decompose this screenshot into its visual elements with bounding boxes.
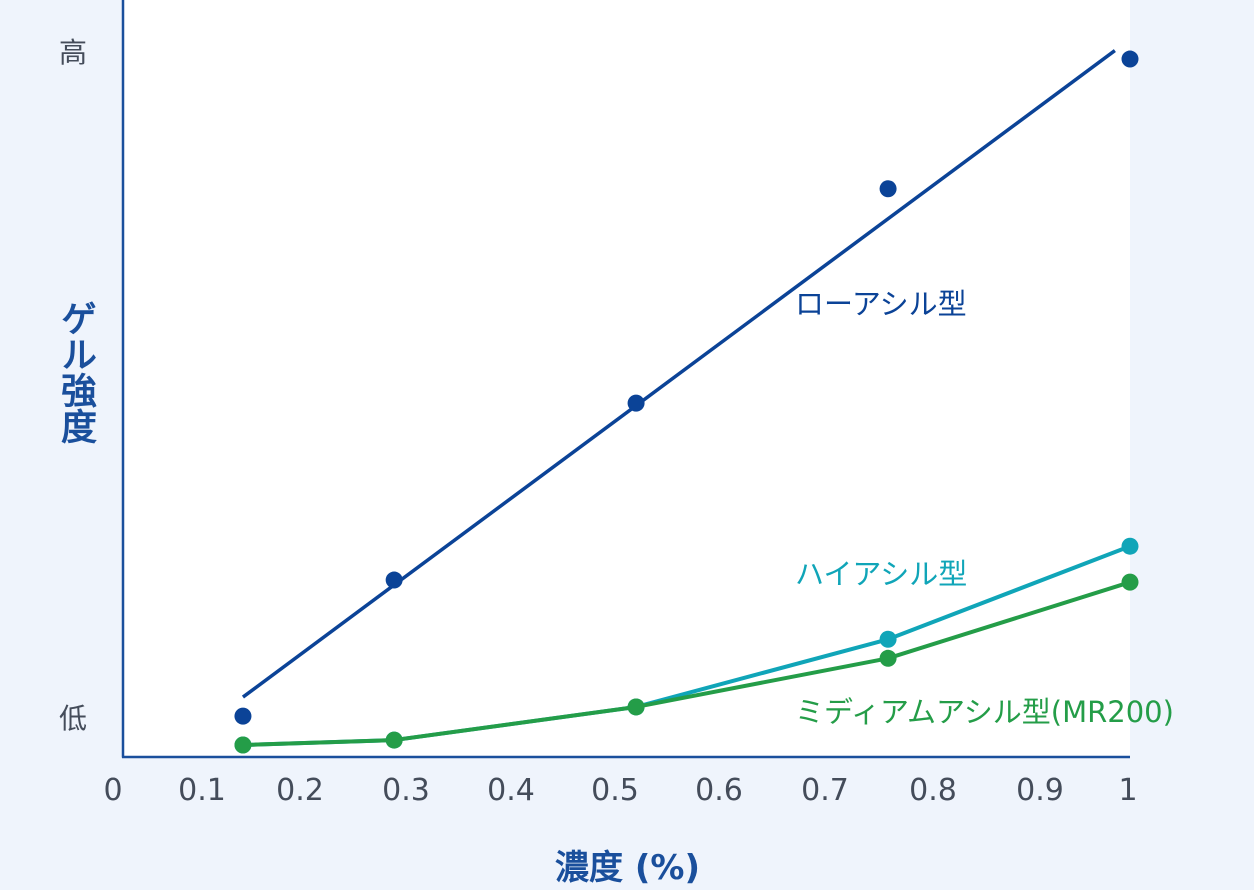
series-0	[234, 49, 1139, 725]
x-tick-label: 0	[103, 773, 122, 808]
series-label: ハイアシル型	[795, 557, 967, 591]
data-point	[627, 394, 645, 412]
data-point	[879, 180, 897, 198]
x-axis-title: 濃度 (%)	[555, 848, 700, 888]
data-point	[234, 736, 252, 754]
data-point	[234, 707, 252, 725]
x-tick-label: 0.5	[591, 773, 639, 808]
data-point	[1121, 537, 1139, 555]
x-tick-labels: 0 0.1 0.2 0.3 0.4 0.5 0.6 0.7 0.8 0.9 1	[103, 773, 1137, 808]
series-2	[234, 573, 1139, 754]
data-point	[879, 649, 897, 667]
x-tick-label: 0.3	[382, 773, 430, 808]
y-tick-low: 低	[59, 702, 87, 735]
fit-line	[241, 49, 1116, 699]
series-label: ローアシル型	[795, 287, 967, 321]
x-tick-label: 0.2	[276, 773, 324, 808]
x-tick-label: 0.7	[801, 773, 849, 808]
x-tick-label: 0.1	[178, 773, 226, 808]
data-point	[385, 571, 403, 589]
x-axis-title-wrap: 濃度 (%)	[0, 840, 1254, 889]
plot-area	[123, 0, 1130, 757]
data-point	[879, 630, 897, 648]
data-point	[1121, 573, 1139, 591]
x-tick-label: 0.6	[695, 773, 743, 808]
x-tick-label: 0.4	[487, 773, 535, 808]
x-tick-label: 0.8	[909, 773, 957, 808]
y-tick-high: 高	[59, 36, 87, 69]
series-label: ミディアムアシル型(MR200)	[795, 695, 1174, 729]
data-point	[627, 698, 645, 716]
x-tick-label: 0.9	[1016, 773, 1064, 808]
x-tick-label: 1	[1118, 773, 1137, 808]
series-layer	[234, 49, 1139, 754]
data-point	[385, 731, 403, 749]
data-point	[1121, 50, 1139, 68]
y-axis-title: ゲル強度	[55, 300, 96, 444]
y-tick-labels: 高低	[59, 36, 87, 735]
